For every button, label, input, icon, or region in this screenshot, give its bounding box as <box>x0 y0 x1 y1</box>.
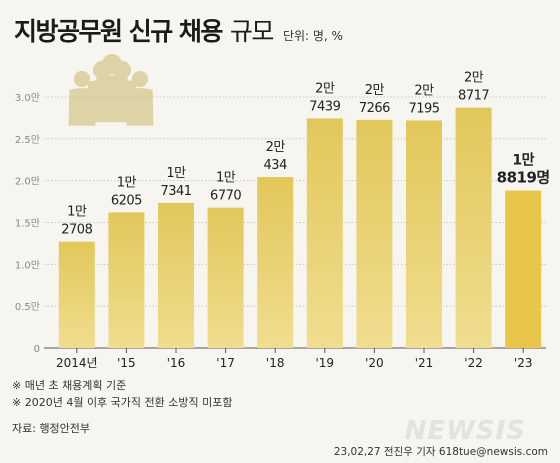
x-tick-label: '23 <box>514 356 533 370</box>
data-label-top: 2만 <box>464 71 484 86</box>
person-head-shape <box>101 53 123 75</box>
x-tick-label: '22 <box>464 356 483 370</box>
data-label-top: 1만 <box>117 175 137 190</box>
data-label-top: 2만 <box>266 140 286 155</box>
data-label-top: 2만 <box>365 83 385 98</box>
bar <box>158 202 194 348</box>
y-tick-label: 1.0만 <box>15 259 40 271</box>
data-label-top: 2만 <box>315 81 335 96</box>
y-tick-label: 1.5만 <box>15 218 40 230</box>
person-head-shape <box>73 70 91 88</box>
bar <box>455 107 492 348</box>
x-tick-label: '19 <box>316 356 335 370</box>
data-label-bottom: 434 <box>264 158 288 173</box>
data-label-bottom: 6770 <box>210 189 241 204</box>
x-tick-label: '21 <box>415 356 434 370</box>
x-tick-label: '15 <box>117 356 136 370</box>
bar <box>108 212 145 348</box>
chart-title-suffix: 규모 <box>229 17 275 46</box>
notes: ※ 매년 초 채용계획 기준 ※ 2020년 4월 이후 국가직 전환 소방직 … <box>12 377 232 411</box>
x-tick-label: 2014년 <box>56 356 98 370</box>
bar <box>306 118 343 348</box>
x-tick-label: '20 <box>365 356 384 370</box>
x-tick-label: '16 <box>167 356 186 370</box>
people-group-icon <box>68 53 154 126</box>
data-label-bottom: 2708 <box>61 223 92 238</box>
data-label-bottom: 6205 <box>111 193 142 208</box>
chart-title: 지방공무원 신규 채용 <box>14 17 223 46</box>
y-tick-label: 0 <box>34 344 40 355</box>
bar <box>257 177 294 348</box>
data-label-bottom: 7439 <box>309 99 340 114</box>
bar <box>356 119 393 348</box>
source-label: 자료: 행정안전부 <box>12 422 91 435</box>
data-label-top: 1만 <box>67 205 87 220</box>
data-label-bottom: 7195 <box>408 101 439 116</box>
newsis-watermark: NEWSIS <box>404 416 526 446</box>
data-label-top: 1만 <box>166 166 186 181</box>
bar <box>406 120 442 348</box>
bar <box>58 241 95 348</box>
y-tick-label: 0.5만 <box>15 301 40 313</box>
person-body-shape <box>95 75 129 123</box>
note-line: ※ 매년 초 채용계획 기준 <box>12 379 127 392</box>
x-tick-label: '17 <box>216 356 235 370</box>
x-tick-label: '18 <box>266 356 285 370</box>
chart-header: 지방공무원 신규 채용 규모 단위: 명, % <box>14 12 343 48</box>
data-label-top: 1만 <box>216 171 236 186</box>
unit-label: 단위: 명, % <box>282 29 343 43</box>
y-tick-label: 2.0만 <box>15 176 40 188</box>
data-label-bottom: 7266 <box>359 101 390 116</box>
note-line: ※ 2020년 4월 이후 국가직 전환 소방직 미포함 <box>12 396 233 409</box>
data-label-bottom: 7341 <box>160 184 191 199</box>
y-tick-label: 3.0만 <box>15 92 40 104</box>
data-label-bottom: 8717 <box>458 89 489 104</box>
data-label-bottom: 8819명 <box>497 169 550 187</box>
data-label-top: 2만 <box>414 83 434 98</box>
bar <box>207 207 244 348</box>
data-label-top: 1만 <box>512 153 534 169</box>
bar <box>505 190 542 348</box>
y-tick-label: 2.5만 <box>15 134 40 146</box>
credit-line: 23,02,27 전진우 기자 618tue@newsis.com <box>333 446 548 458</box>
